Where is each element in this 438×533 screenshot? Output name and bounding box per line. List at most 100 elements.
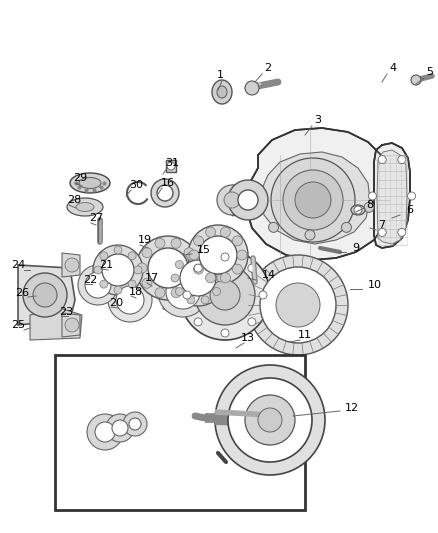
Circle shape <box>155 288 165 298</box>
Circle shape <box>148 248 188 288</box>
Circle shape <box>87 414 123 450</box>
Circle shape <box>184 248 194 258</box>
Text: 3: 3 <box>314 115 321 125</box>
Circle shape <box>248 318 256 326</box>
Circle shape <box>228 378 312 462</box>
Circle shape <box>116 286 144 314</box>
Text: 7: 7 <box>378 220 385 230</box>
Circle shape <box>137 263 147 273</box>
Circle shape <box>260 267 336 343</box>
Circle shape <box>205 273 215 283</box>
Circle shape <box>175 261 184 269</box>
Circle shape <box>166 275 200 309</box>
Text: 14: 14 <box>262 270 276 280</box>
Circle shape <box>398 228 406 236</box>
Circle shape <box>210 280 240 310</box>
Circle shape <box>398 156 406 164</box>
Ellipse shape <box>67 198 103 216</box>
Circle shape <box>157 185 173 201</box>
Polygon shape <box>30 308 82 340</box>
Circle shape <box>283 170 343 230</box>
Circle shape <box>195 265 255 325</box>
Text: 6: 6 <box>406 205 413 215</box>
Circle shape <box>246 203 256 212</box>
Circle shape <box>217 185 247 215</box>
Circle shape <box>228 180 268 220</box>
Circle shape <box>171 238 181 248</box>
Circle shape <box>354 206 362 214</box>
Text: 26: 26 <box>15 288 29 298</box>
Circle shape <box>233 236 242 246</box>
Circle shape <box>368 192 376 200</box>
Circle shape <box>187 252 195 260</box>
Circle shape <box>187 296 195 304</box>
Circle shape <box>134 266 142 274</box>
Text: 16: 16 <box>161 178 175 188</box>
Circle shape <box>212 261 221 269</box>
Circle shape <box>342 222 351 232</box>
Text: 31: 31 <box>165 158 179 168</box>
Circle shape <box>136 236 200 300</box>
Polygon shape <box>246 128 392 260</box>
Text: 8: 8 <box>367 200 374 210</box>
Circle shape <box>33 283 57 307</box>
Circle shape <box>194 264 202 272</box>
Text: 12: 12 <box>345 403 359 413</box>
Text: 17: 17 <box>145 273 159 283</box>
Text: 10: 10 <box>368 280 382 290</box>
Circle shape <box>100 280 108 288</box>
Text: 27: 27 <box>89 213 103 223</box>
Text: 22: 22 <box>83 275 97 285</box>
Circle shape <box>408 192 416 200</box>
Circle shape <box>205 227 215 237</box>
Circle shape <box>180 250 270 340</box>
Circle shape <box>142 248 152 258</box>
Circle shape <box>248 255 348 355</box>
Polygon shape <box>163 277 175 313</box>
Circle shape <box>411 75 421 85</box>
Ellipse shape <box>217 86 227 98</box>
Ellipse shape <box>76 203 94 212</box>
Circle shape <box>259 291 267 299</box>
Circle shape <box>183 291 191 299</box>
Circle shape <box>245 395 295 445</box>
Circle shape <box>194 264 204 274</box>
Circle shape <box>94 266 102 274</box>
Text: 11: 11 <box>298 330 312 340</box>
Circle shape <box>112 420 128 436</box>
Circle shape <box>194 318 202 326</box>
Circle shape <box>276 283 320 327</box>
Bar <box>166 160 176 172</box>
Circle shape <box>188 225 248 285</box>
Circle shape <box>217 274 225 282</box>
Text: 13: 13 <box>241 333 255 343</box>
Circle shape <box>248 264 256 272</box>
Circle shape <box>142 278 152 288</box>
Circle shape <box>95 422 115 442</box>
Circle shape <box>221 253 229 261</box>
Circle shape <box>238 190 258 210</box>
Circle shape <box>151 179 179 207</box>
Text: 24: 24 <box>11 260 25 270</box>
Text: 2: 2 <box>265 63 272 73</box>
Circle shape <box>364 203 374 212</box>
Circle shape <box>221 329 229 337</box>
Circle shape <box>237 250 247 260</box>
Circle shape <box>215 365 325 475</box>
Text: 21: 21 <box>99 260 113 270</box>
Polygon shape <box>62 313 80 337</box>
Circle shape <box>129 418 141 430</box>
Circle shape <box>93 245 143 295</box>
Circle shape <box>65 318 79 332</box>
Circle shape <box>258 408 282 432</box>
Circle shape <box>114 246 122 254</box>
Polygon shape <box>260 152 370 244</box>
Circle shape <box>170 250 226 306</box>
Circle shape <box>220 227 230 237</box>
Text: 25: 25 <box>11 320 25 330</box>
Text: 5: 5 <box>427 67 434 77</box>
Circle shape <box>180 260 216 296</box>
Text: 19: 19 <box>138 235 152 245</box>
Circle shape <box>189 263 199 273</box>
Circle shape <box>201 296 209 304</box>
